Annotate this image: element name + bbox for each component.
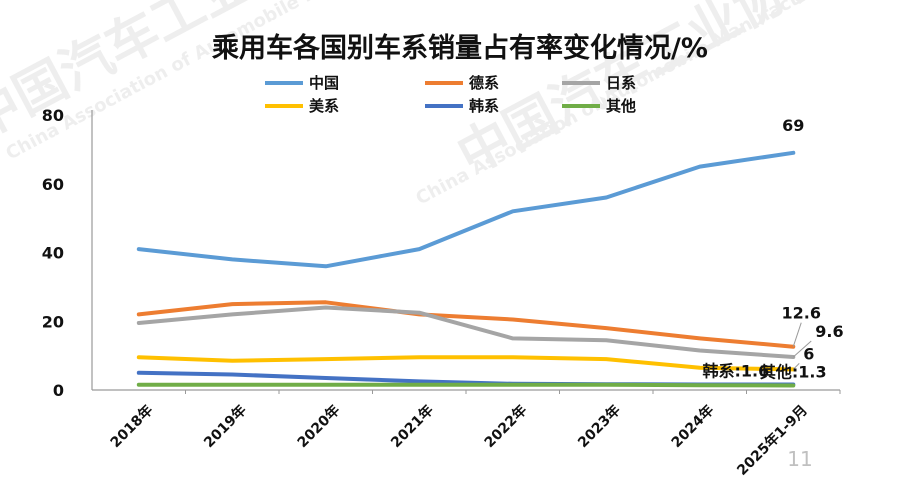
data-label: 12.6: [782, 304, 821, 323]
series-line-日系: [136, 305, 796, 359]
legend-label: 德系: [469, 74, 499, 92]
y-tick-label: 60: [42, 175, 64, 194]
legend-label: 美系: [309, 97, 339, 115]
chart-title: 乘用车各国别车系销量占有率变化情况/%: [211, 32, 708, 64]
x-tick-label: 2020年: [294, 402, 343, 451]
series-line-韩系: [136, 370, 796, 387]
series-line-其他: [136, 382, 796, 388]
y-tick-label: 80: [42, 106, 64, 125]
legend-item: 中国: [265, 74, 339, 92]
legend-label: 韩系: [469, 97, 499, 115]
series-line-美系: [136, 355, 796, 372]
y-tick-label: 20: [42, 312, 64, 331]
data-label-leader: [792, 322, 802, 347]
data-label: 6: [803, 344, 814, 363]
x-tick-label: 2018年: [107, 402, 156, 451]
data-label: 69: [782, 116, 804, 135]
data-labels: 69 12.69.66 韩系:1.6其他:1.3: [703, 116, 844, 382]
data-label-leader: [792, 363, 800, 370]
x-tick-label: 2021年: [387, 402, 436, 451]
x-tick-label: 2024年: [668, 402, 717, 451]
legend-item: 日系: [562, 74, 636, 92]
chart-series: [136, 150, 796, 388]
series-line-中国: [136, 150, 796, 269]
data-label-leader: [792, 340, 812, 358]
legend-item: 美系: [265, 97, 339, 115]
legend-label: 中国: [309, 74, 339, 92]
data-label: 9.6: [815, 322, 843, 341]
watermark: 中国汽车工业协会 China Association of Automobile…: [0, 0, 850, 209]
legend-label: 其他: [606, 97, 636, 115]
data-label: 韩系:1.6: [703, 362, 770, 381]
series-line-德系: [136, 300, 796, 349]
y-tick-label: 0: [53, 381, 64, 400]
legend-item: 韩系: [425, 97, 499, 115]
y-tick-label: 40: [42, 244, 64, 263]
x-tick-label: 2022年: [481, 402, 530, 451]
data-label: 其他:1.3: [760, 363, 827, 382]
legend-item: 德系: [425, 74, 499, 92]
legend-item: 其他: [562, 97, 636, 115]
x-tick-label: 2023年: [574, 402, 623, 451]
x-tick-label: 2019年: [200, 402, 249, 451]
legend-label: 日系: [606, 74, 636, 92]
page-number: 11: [787, 447, 812, 471]
